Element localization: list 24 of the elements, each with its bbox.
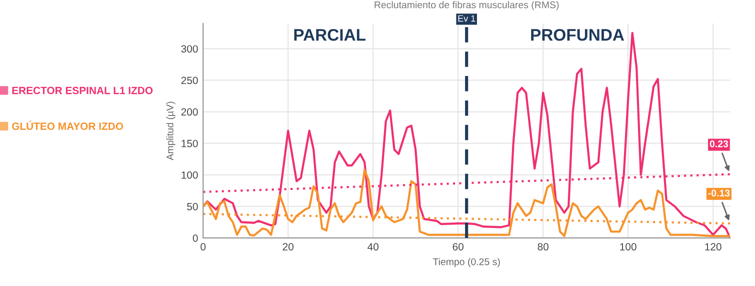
annotation: PARCIAL	[294, 28, 366, 41]
x-tick-label: 60	[452, 243, 464, 250]
annotation: 0.23	[710, 140, 728, 148]
x-tick-label: 20	[282, 243, 294, 250]
annotation: -0.13	[708, 190, 730, 197]
y-axis-title: Amplitud (µV)	[166, 102, 176, 160]
annotation: PROFUNDA	[531, 28, 624, 41]
x-axis-title: Tiempo (0.25 s)	[432, 258, 500, 268]
y-tick-label: 200	[181, 108, 198, 116]
legend-label: ERECTOR ESPINAL L1 IZDO	[12, 86, 153, 94]
y-tick-label: 150	[182, 140, 198, 148]
x-tick-label: 40	[368, 243, 378, 250]
x-tick-label: 0	[200, 243, 206, 250]
y-tick-label: 250	[181, 76, 198, 84]
x-tick-label: 120	[705, 243, 722, 250]
y-tick-label: 300	[181, 45, 198, 53]
x-tick-label: 100	[620, 243, 636, 250]
legend-label: GLÚTEO MAYOR IZDO	[12, 120, 124, 130]
chart-title: Reclutamiento de fibras musculares (RMS)	[374, 1, 559, 10]
y-tick-label: 50	[187, 202, 198, 210]
y-tick-label: 100	[182, 171, 198, 179]
y-tick-label: 0	[192, 234, 198, 242]
x-tick-label: 80	[538, 243, 548, 250]
ref-line-label: Ev 1	[458, 15, 476, 22]
